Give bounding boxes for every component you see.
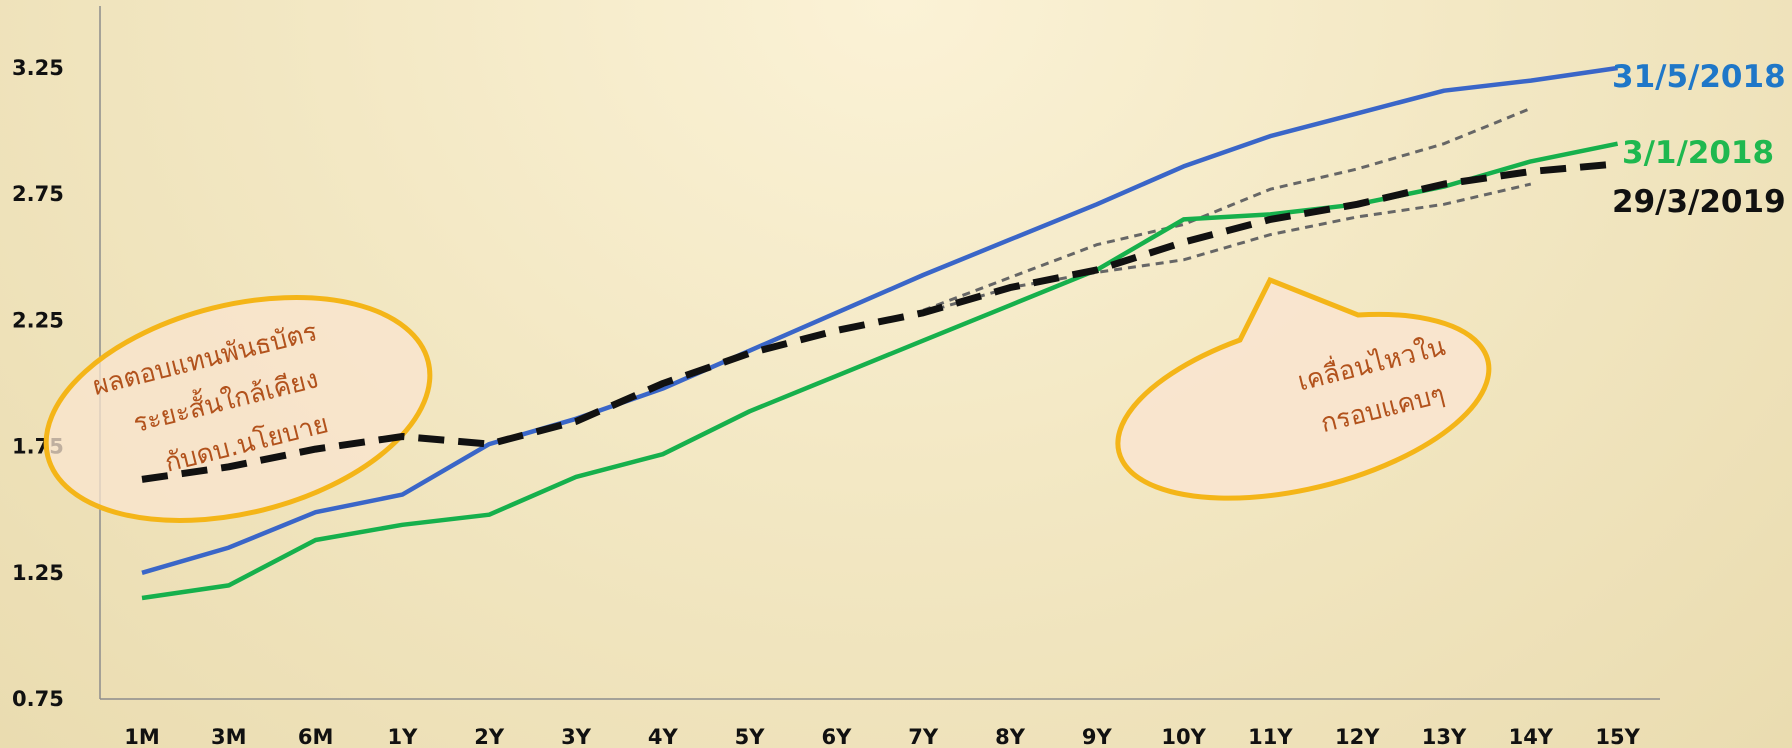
y-tick-label: 0.75 [12,687,64,711]
x-tick-label: 6M [298,725,334,748]
x-tick-label: 10Y [1161,725,1206,748]
annotation-narrow-range-bubble: เคลื่อนไหวใน กรอบแคบๆ [1115,276,1492,501]
x-tick-label: 1M [124,725,160,748]
series-line-1 [141,141,1619,601]
x-tick-label: 2Y [474,725,505,748]
band-lower-line [922,182,1532,315]
series-label-1: 3/1/2018 [1622,135,1774,171]
x-tick-label: 3M [211,725,247,748]
series-label-2: 29/3/2019 [1612,184,1786,220]
x-tick-label: 12Y [1335,725,1380,748]
x-tick-label: 6Y [821,725,852,748]
x-tick-label: 15Y [1595,725,1640,748]
series-labels: 31/5/2018 3/1/2018 29/3/2019 [1612,59,1786,220]
x-tick-label: 5Y [735,725,766,748]
y-tick-labels: 0.751.251.752.252.753.25 [12,56,64,711]
x-tick-label: 8Y [995,725,1026,748]
y-tick-label: 2.25 [12,308,64,332]
x-tick-label: 4Y [648,725,679,748]
x-tick-label: 1Y [387,725,418,748]
y-tick-label: 1.25 [12,561,64,585]
band-upper-line [922,107,1532,312]
series-lines [141,65,1619,601]
axes [99,6,1660,700]
x-tick-label: 7Y [908,725,939,748]
x-tick-label: 11Y [1248,725,1293,748]
x-tick-label: 3Y [561,725,592,748]
x-tick-label: 9Y [1082,725,1113,748]
series-label-0: 31/5/2018 [1612,59,1786,95]
series-line-2 [141,160,1618,483]
series-line-0 [141,65,1618,575]
annotation-short-term-ellipse [43,295,433,523]
x-tick-label: 14Y [1509,725,1554,748]
x-tick-label: 13Y [1422,725,1467,748]
annotation-short-term-bubble: ผลตอบแทนพันธบัตร ระยะสั้นใกล้เคียง กับดบ… [43,295,433,523]
y-tick-label: 2.75 [12,182,64,206]
annotation-narrow-range-callout [1115,276,1492,501]
y-tick-label: 3.25 [12,56,64,80]
x-tick-labels: 1M 3M 6M 1Y 2Y 3Y 4Y 5Y 6Y 7Y 8Y 9Y 10Y 11Y 12Y 13Y 14Y 1… [124,725,1640,748]
